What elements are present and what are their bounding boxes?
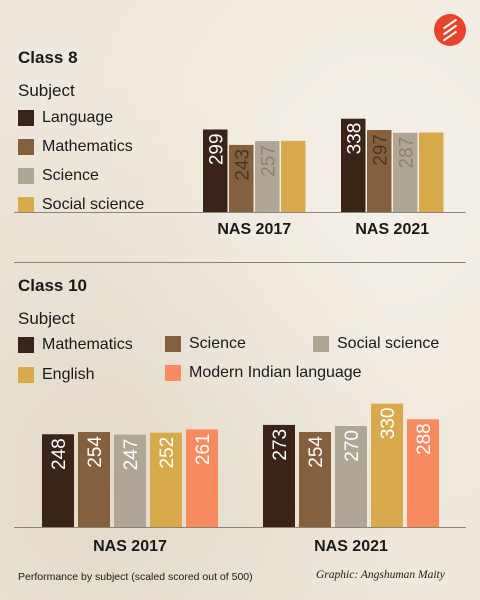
- legend-label: Modern Indian language: [189, 364, 362, 381]
- class8-title: Class 8: [18, 48, 78, 67]
- bar-class8-1-3: [419, 132, 444, 212]
- legend-swatch: [18, 197, 34, 213]
- class10-title: Class 10: [18, 276, 87, 295]
- bar-class10-1-4: [407, 419, 439, 527]
- data-label: 247: [121, 439, 142, 471]
- legend-label: English: [42, 366, 95, 383]
- data-label: 299: [206, 133, 227, 165]
- bar-class10-1-0: [263, 424, 295, 527]
- data-label: 252: [157, 437, 178, 469]
- bar-class10-1-1: [299, 432, 331, 527]
- legend-swatch: [18, 110, 34, 126]
- data-label: 243: [232, 149, 253, 181]
- bar-class8-0-0: [203, 129, 228, 212]
- class10-legend-english: English: [18, 366, 94, 384]
- legend-label: Science: [42, 167, 99, 184]
- data-label: 288: [422, 137, 443, 169]
- legend-swatch: [18, 139, 34, 155]
- class8-legend-mathematics: Mathematics: [18, 138, 133, 156]
- class8-legend-science: Science: [18, 167, 99, 185]
- class10-legend-modern-indian-language: Modern Indian language: [165, 364, 362, 382]
- bar-class8-0-1: [229, 144, 254, 212]
- bar-class10-1-3: [371, 403, 403, 527]
- bar-class10-0-2: [114, 434, 146, 527]
- bar-class8-0-2: [255, 141, 280, 212]
- bar-class10-0-3: [150, 432, 182, 527]
- bar-class10-0-1: [78, 432, 110, 527]
- bar-class8-1-1: [367, 130, 392, 212]
- legend-label: Social science: [42, 196, 145, 213]
- data-label: 254: [85, 436, 106, 468]
- data-label: 288: [414, 423, 435, 455]
- legend-label: Mathematics: [42, 336, 133, 353]
- legend-swatch: [18, 168, 34, 184]
- legend-label: Science: [189, 335, 246, 352]
- data-label: 287: [396, 137, 417, 169]
- bar-class8-1-2: [393, 132, 418, 212]
- bar-class8-0-3: [281, 140, 306, 212]
- data-label: 330: [378, 408, 399, 440]
- class10-subject-label: Subject: [18, 309, 75, 328]
- graphic-credit: Graphic: Angshuman Maity: [316, 569, 445, 581]
- legend-label: Social science: [337, 335, 440, 352]
- footer-note: Performance by subject (scaled scored ou…: [18, 571, 253, 583]
- legend-swatch: [165, 336, 181, 352]
- class8-subject-label: Subject: [18, 81, 75, 100]
- legend-swatch: [18, 337, 34, 353]
- data-label: 273: [270, 429, 291, 461]
- legend-swatch: [313, 336, 329, 352]
- class8-legend-social-science: Social science: [18, 196, 144, 214]
- data-label: 338: [344, 123, 365, 155]
- class8-legend-language: Language: [18, 109, 113, 127]
- legend-swatch: [18, 367, 34, 383]
- data-label: 270: [342, 430, 363, 462]
- data-label: 261: [193, 433, 214, 465]
- legend-label: Language: [42, 109, 114, 126]
- bar-class10-0-4: [186, 429, 218, 527]
- data-label: 254: [306, 436, 327, 468]
- category-label: NAS 2021: [314, 538, 388, 555]
- class10-legend-mathematics: Mathematics: [18, 336, 133, 354]
- class10-legend-science: Science: [165, 335, 246, 353]
- legend-label: Mathematics: [42, 138, 133, 155]
- data-label: 258: [284, 145, 305, 177]
- category-label: NAS 2017: [93, 538, 167, 555]
- legend-swatch: [165, 365, 181, 381]
- class10-legend-social-science: Social science: [313, 335, 439, 353]
- bar-class10-1-2: [335, 426, 367, 527]
- data-label: 248: [49, 438, 70, 470]
- bar-class8-1-0: [341, 118, 366, 212]
- data-label: 297: [370, 134, 391, 166]
- data-label: 257: [258, 145, 279, 177]
- bar-class10-0-0: [42, 434, 74, 527]
- category-label: NAS 2021: [355, 221, 429, 238]
- category-label: NAS 2017: [217, 221, 291, 238]
- section-divider: [14, 262, 466, 263]
- publisher-logo-icon: [434, 14, 466, 46]
